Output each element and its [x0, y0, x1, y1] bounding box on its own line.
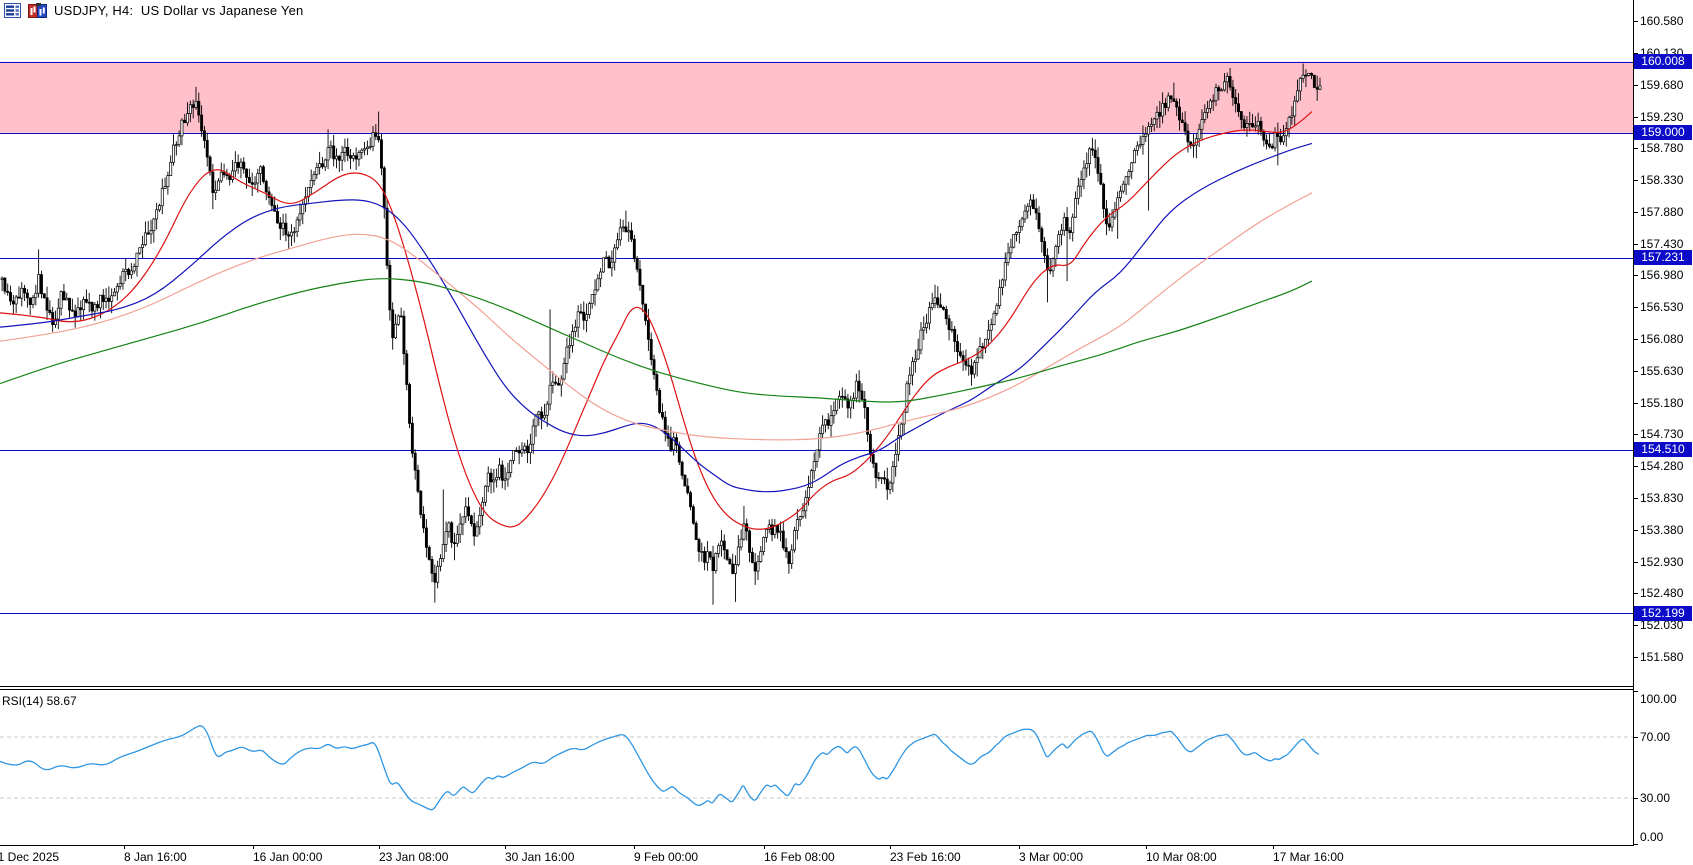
price-pane[interactable] [0, 0, 1633, 689]
price-axis-label: 157.880 [1640, 205, 1684, 219]
price-axis-tick [1633, 530, 1638, 531]
price-axis-label: 159.680 [1640, 78, 1684, 92]
chart-header: USDJPY, H4: US Dollar vs Japanese Yen [4, 3, 303, 18]
ma-slow-salmon [0, 192, 1313, 441]
time-axis-label: 30 Jan 16:00 [505, 850, 575, 864]
price-axis-tick [1633, 180, 1638, 181]
rsi-axis-label: 100.00 [1640, 692, 1677, 706]
price-axis-tick [1633, 307, 1638, 308]
chart-title: USDJPY, H4: US Dollar vs Japanese Yen [54, 3, 304, 18]
price-axis-tick [1633, 53, 1638, 54]
rsi-pane[interactable] [0, 690, 1633, 845]
level-price-badge: 159.000 [1634, 125, 1692, 140]
rsi-axis-tick [1633, 844, 1638, 845]
price-axis-tick [1633, 148, 1638, 149]
rsi-axis[interactable]: 100.00 70.00 30.00 0.00 [1633, 689, 1693, 845]
ma-fast-red [0, 111, 1313, 530]
time-axis-tick [1146, 845, 1147, 849]
ma-slowest-green [0, 278, 1313, 403]
time-axis-label: 10 Mar 08:00 [1146, 850, 1217, 864]
price-axis-label: 152.030 [1640, 618, 1684, 632]
price-axis-tick [1633, 85, 1638, 86]
price-axis-label: 155.630 [1640, 364, 1684, 378]
level-price-badge: 154.510 [1634, 442, 1692, 457]
time-axis-tick [379, 845, 380, 849]
time-axis-label: 8 Jan 16:00 [124, 850, 187, 864]
time-axis-tick [890, 845, 891, 849]
level-price-badge: 160.008 [1634, 54, 1692, 69]
price-axis-label: 152.480 [1640, 586, 1684, 600]
price-axis-label: 158.330 [1640, 173, 1684, 187]
time-axis-label: 16 Jan 00:00 [253, 850, 323, 864]
price-axis-tick [1633, 244, 1638, 245]
ma-medium-blue [0, 142, 1313, 493]
price-axis-label: 153.380 [1640, 523, 1684, 537]
time-axis-label: 23 Jan 08:00 [379, 850, 449, 864]
candles-layer [0, 63, 1322, 605]
price-axis-label: 153.830 [1640, 491, 1684, 505]
price-axis-tick [1633, 339, 1638, 340]
pane-separator-top [0, 686, 1633, 687]
time-axis[interactable]: 31 Dec 2025 8 Jan 16:00 16 Jan 00:00 23 Jan… [0, 845, 1693, 865]
price-axis-label: 151.580 [1640, 650, 1684, 664]
price-axis-label: 155.180 [1640, 396, 1684, 410]
time-axis-label: 16 Feb 08:00 [764, 850, 835, 864]
price-axis-tick [1633, 434, 1638, 435]
time-axis-tick [505, 845, 506, 849]
price-axis-label: 158.780 [1640, 141, 1684, 155]
time-axis-label: 23 Feb 16:00 [890, 850, 961, 864]
level-price-badge: 157.231 [1634, 250, 1692, 265]
price-axis-tick [1633, 212, 1638, 213]
price-axis-tick [1633, 466, 1638, 467]
price-axis-label: 156.080 [1640, 332, 1684, 346]
time-axis-tick [253, 845, 254, 849]
rsi-axis-label: 70.00 [1640, 730, 1671, 744]
rsi-indicator-label: RSI(14) 58.67 [2, 694, 77, 708]
price-axis-label: 154.280 [1640, 459, 1684, 473]
time-axis-tick [634, 845, 635, 849]
price-axis-tick [1633, 498, 1638, 499]
price-axis-tick [1633, 275, 1638, 276]
time-axis-tick [1019, 845, 1020, 849]
price-axis-tick [1633, 562, 1638, 563]
time-axis-label: 9 Feb 00:00 [634, 850, 699, 864]
resistance-band [0, 61, 1633, 133]
price-axis-tick [1633, 21, 1638, 22]
rsi-axis-label: 0.00 [1640, 830, 1664, 844]
price-axis-tick [1633, 371, 1638, 372]
price-axis-tick [1633, 657, 1638, 658]
price-axis-label: 157.430 [1640, 237, 1684, 251]
rsi-axis-tick [1633, 737, 1638, 738]
price-axis[interactable]: 160.580 160.130 159.680 159.230 158.780 158.3… [1633, 0, 1693, 689]
time-axis-tick [124, 845, 125, 849]
time-axis-tick [764, 845, 765, 849]
rsi-axis-tick [1633, 691, 1638, 692]
bottom-border [0, 845, 1634, 846]
level-price-badge: 152.199 [1634, 606, 1692, 621]
price-axis-label: 156.980 [1640, 268, 1684, 282]
price-axis-label: 154.730 [1640, 427, 1684, 441]
price-axis-tick [1633, 117, 1638, 118]
rsi-line [0, 725, 1320, 811]
chart-type-icon [28, 3, 47, 18]
price-axis-tick [1633, 593, 1638, 594]
price-axis-tick [1633, 403, 1638, 404]
rsi-axis-tick [1633, 798, 1638, 799]
rsi-axis-label: 30.00 [1640, 791, 1671, 805]
pane-separator-bottom[interactable] [0, 689, 1633, 690]
price-axis-label: 160.580 [1640, 14, 1684, 28]
time-axis-label: 17 Mar 16:00 [1273, 850, 1344, 864]
price-axis-label: 152.930 [1640, 555, 1684, 569]
price-axis-tick [1633, 625, 1638, 626]
right-axis-border [1633, 0, 1634, 845]
time-axis-tick [1273, 845, 1274, 849]
price-axis-label: 156.530 [1640, 300, 1684, 314]
price-axis-label: 159.230 [1640, 110, 1684, 124]
symbol-list-icon [4, 3, 21, 18]
time-axis-label: 31 Dec 2025 [0, 850, 60, 864]
time-axis-label: 3 Mar 00:00 [1019, 850, 1084, 864]
